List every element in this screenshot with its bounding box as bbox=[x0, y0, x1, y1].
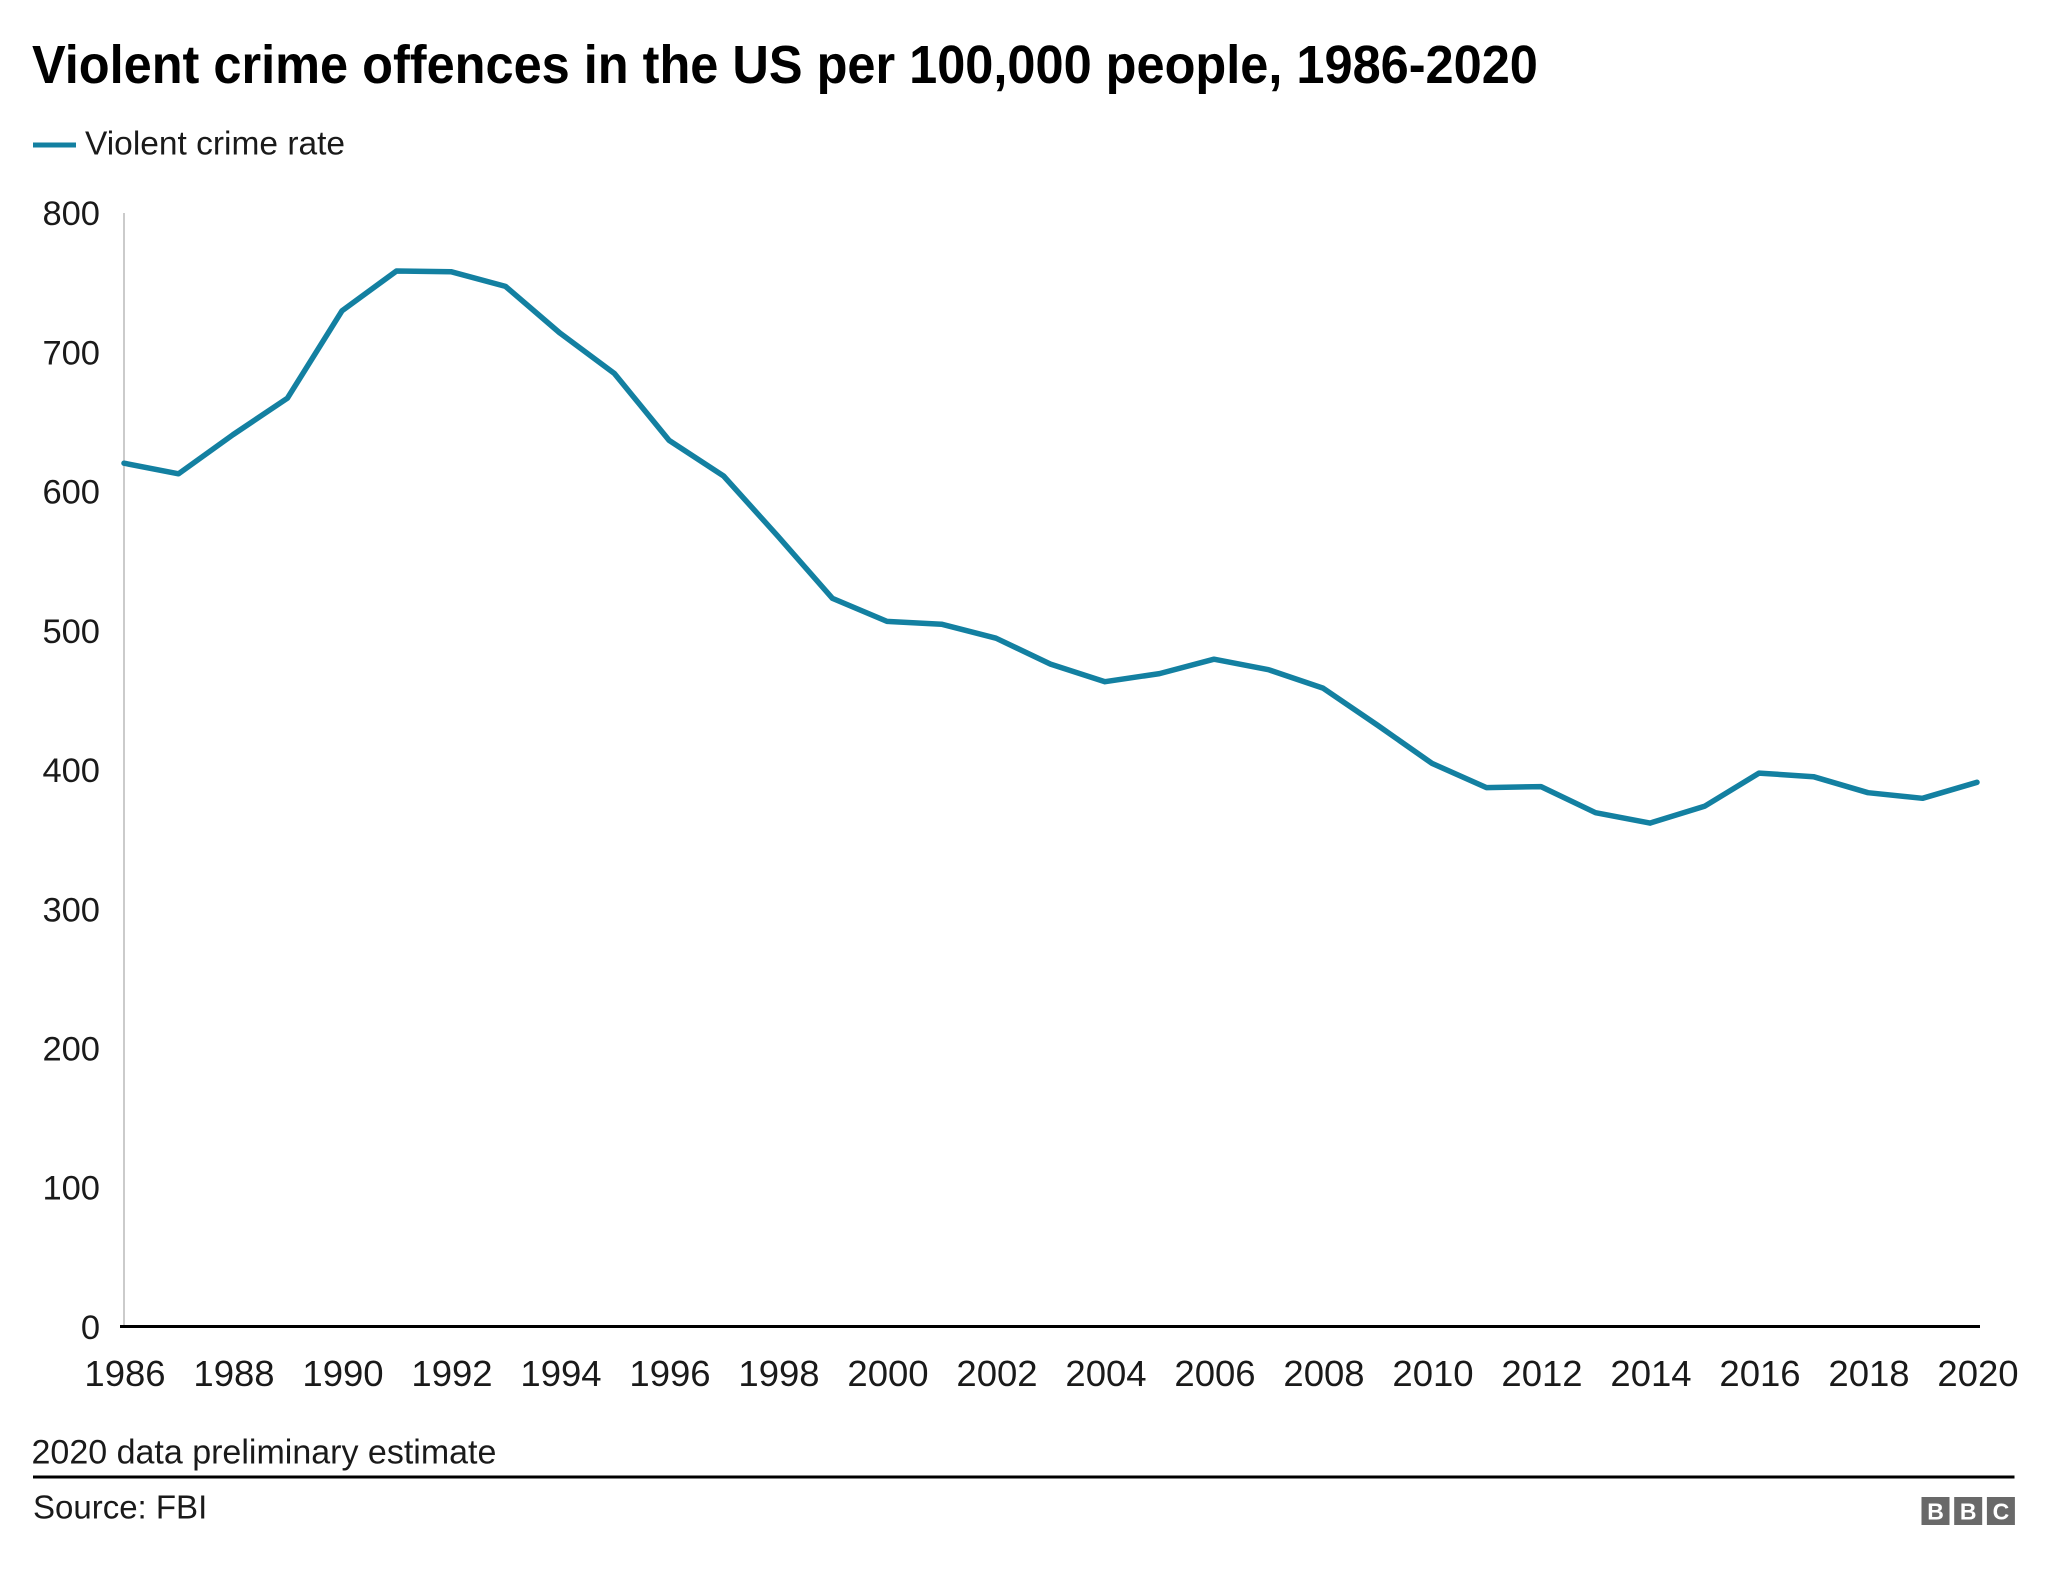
svg-text:2010: 2010 bbox=[1392, 1353, 1473, 1394]
svg-text:2020: 2020 bbox=[1937, 1353, 2018, 1394]
svg-text:0: 0 bbox=[81, 1309, 100, 1347]
svg-text:2002: 2002 bbox=[956, 1353, 1037, 1394]
svg-text:500: 500 bbox=[42, 613, 100, 651]
svg-text:2006: 2006 bbox=[1174, 1353, 1255, 1394]
svg-text:2012: 2012 bbox=[1501, 1353, 1582, 1394]
svg-text:C: C bbox=[1993, 1499, 2010, 1525]
svg-text:Source: FBI: Source: FBI bbox=[33, 1489, 207, 1526]
svg-text:1992: 1992 bbox=[411, 1353, 492, 1394]
svg-text:Violent crime rate: Violent crime rate bbox=[85, 126, 345, 163]
svg-text:1990: 1990 bbox=[302, 1353, 383, 1394]
svg-text:2018: 2018 bbox=[1828, 1353, 1909, 1394]
svg-text:1998: 1998 bbox=[738, 1353, 819, 1394]
svg-text:800: 800 bbox=[42, 195, 100, 233]
svg-text:2008: 2008 bbox=[1283, 1353, 1364, 1394]
svg-text:2020 data preliminary estimate: 2020 data preliminary estimate bbox=[32, 1434, 497, 1472]
svg-text:2016: 2016 bbox=[1719, 1353, 1800, 1394]
svg-text:1986: 1986 bbox=[84, 1353, 165, 1394]
svg-text:2000: 2000 bbox=[847, 1353, 928, 1394]
svg-text:1994: 1994 bbox=[520, 1353, 601, 1394]
svg-text:1988: 1988 bbox=[193, 1353, 274, 1394]
svg-text:1996: 1996 bbox=[629, 1353, 710, 1394]
svg-text:2004: 2004 bbox=[1065, 1353, 1146, 1394]
svg-text:2014: 2014 bbox=[1610, 1353, 1691, 1394]
svg-text:200: 200 bbox=[42, 1031, 100, 1069]
svg-text:100: 100 bbox=[42, 1170, 100, 1208]
svg-text:Violent crime offences in the: Violent crime offences in the US per 100… bbox=[32, 35, 1538, 95]
svg-text:600: 600 bbox=[42, 474, 100, 512]
svg-text:400: 400 bbox=[42, 752, 100, 790]
svg-text:B: B bbox=[1960, 1499, 1977, 1525]
svg-text:700: 700 bbox=[42, 334, 100, 372]
svg-text:B: B bbox=[1927, 1499, 1944, 1525]
svg-text:300: 300 bbox=[42, 891, 100, 929]
